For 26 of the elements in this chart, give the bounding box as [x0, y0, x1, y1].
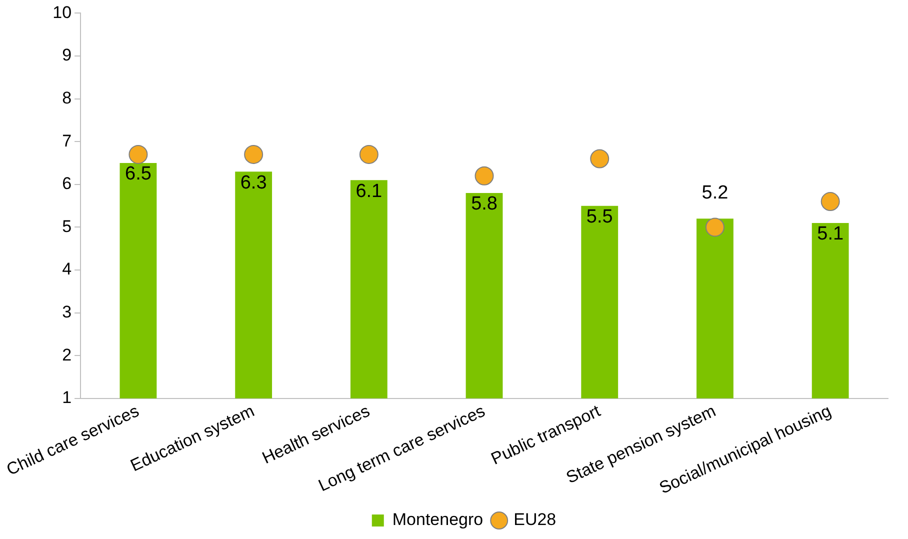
data-label: 5.8: [471, 194, 498, 215]
y-tick-label: 3: [62, 302, 72, 322]
y-tick-label: 6: [62, 174, 72, 194]
data-label: 5.1: [817, 224, 844, 245]
y-tick-label: 1: [62, 388, 72, 408]
data-label: 6.3: [240, 172, 267, 194]
y-tick-label: 4: [62, 260, 72, 279]
y-tick-label: 2: [62, 345, 72, 364]
point: [359, 144, 378, 164]
y-tick-label: 7: [62, 131, 72, 150]
data-label: 5.5: [586, 206, 613, 228]
point: [128, 144, 148, 164]
data-label: 6.1: [356, 180, 382, 202]
point: [590, 149, 610, 168]
y-tick-label: 8: [62, 88, 72, 108]
data-label: 5.2: [702, 182, 728, 204]
point: [474, 166, 494, 186]
y-tick-label: 9: [62, 46, 72, 65]
y-tick-label: 10: [52, 2, 72, 22]
point: [244, 144, 264, 164]
legend-label: Montenegro: [392, 510, 484, 530]
point: [820, 192, 840, 212]
data-label: 6.5: [125, 164, 152, 185]
legend-label: EU28: [514, 510, 556, 530]
point: [705, 218, 724, 237]
y-tick-label: 5: [62, 216, 72, 236]
